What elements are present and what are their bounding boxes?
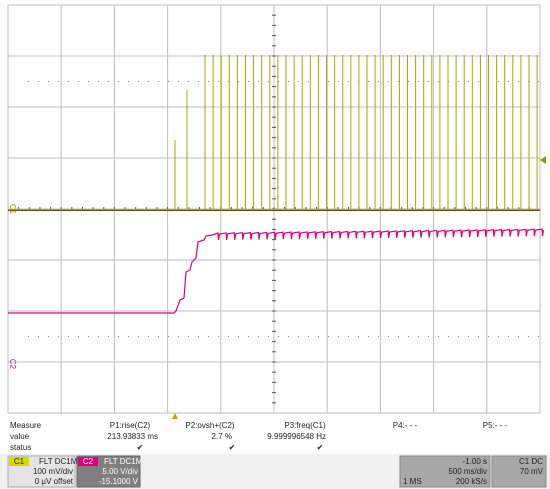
channel-scale: 100 mV/div	[33, 467, 73, 476]
channel-c2[interactable]: C2 FLT DC1M 5.00 V/div -15.1000 V	[76, 455, 143, 488]
c2-trace	[8, 228, 545, 314]
channel-offset: -15.1000 V	[99, 477, 139, 486]
traces	[8, 55, 545, 314]
channel-badge	[78, 457, 98, 466]
timebase-delay: -1.00 s	[463, 457, 487, 466]
measure-header: P3:freq(C1)	[284, 421, 326, 430]
timebase-rate: 200 kS/s	[456, 477, 487, 486]
trace-label: C1	[8, 204, 17, 215]
trigger-level-marker	[540, 156, 546, 164]
status-icon: ✔	[229, 443, 236, 452]
measure-table: Measure P1:rise(C2) P2:ovsh+(C2) P3:freq…	[10, 421, 508, 452]
channel-c1[interactable]: C1 FLT DC1M 100 mV/div 0 µV offset	[7, 455, 78, 488]
channel-offset: 0 µV offset	[35, 477, 74, 486]
trigger-time-marker	[172, 413, 178, 419]
timebase-scale: 500 ms/div	[448, 467, 487, 476]
status-icon: ✔	[317, 443, 324, 452]
trigger-box[interactable]	[491, 455, 547, 488]
trigger[interactable]: C1 DC 70 mV	[491, 455, 547, 488]
trigger-level: 70 mV	[520, 467, 544, 476]
channel-coupling: FLT DC1M	[39, 457, 78, 466]
trigger-source: C1 DC	[519, 457, 543, 466]
status-icon: ✔	[137, 443, 144, 452]
channel-scale: 5.00 V/div	[102, 467, 138, 476]
row-label: status	[10, 443, 31, 452]
channel-name: C2	[83, 457, 94, 466]
timebase[interactable]: -1.00 s 500 ms/div 1 MS 200 kS/s	[399, 455, 491, 488]
measure-header: P1:rise(C2)	[110, 421, 151, 430]
trace-label: C2	[8, 359, 17, 370]
timebase-box[interactable]	[399, 455, 491, 488]
measure-value: 9.999996548 Hz	[267, 432, 326, 441]
row-label: value	[10, 432, 30, 441]
channel-coupling: FLT DC1M	[104, 457, 143, 466]
measure-value: 213.93833 ms	[107, 432, 158, 441]
measure-header: P4:- - -	[393, 421, 418, 430]
graticule	[7, 4, 541, 414]
channel-badge	[9, 457, 29, 466]
measure-header: P5:- - -	[483, 421, 508, 430]
measure-title: Measure	[10, 421, 42, 430]
channel-name: C1	[14, 457, 25, 466]
measure-value: 2.7 %	[212, 432, 232, 441]
timebase-samples: 1 MS	[403, 477, 422, 486]
measure-header: P2:ovsh+(C2)	[185, 421, 234, 430]
c1-trace	[8, 55, 540, 210]
